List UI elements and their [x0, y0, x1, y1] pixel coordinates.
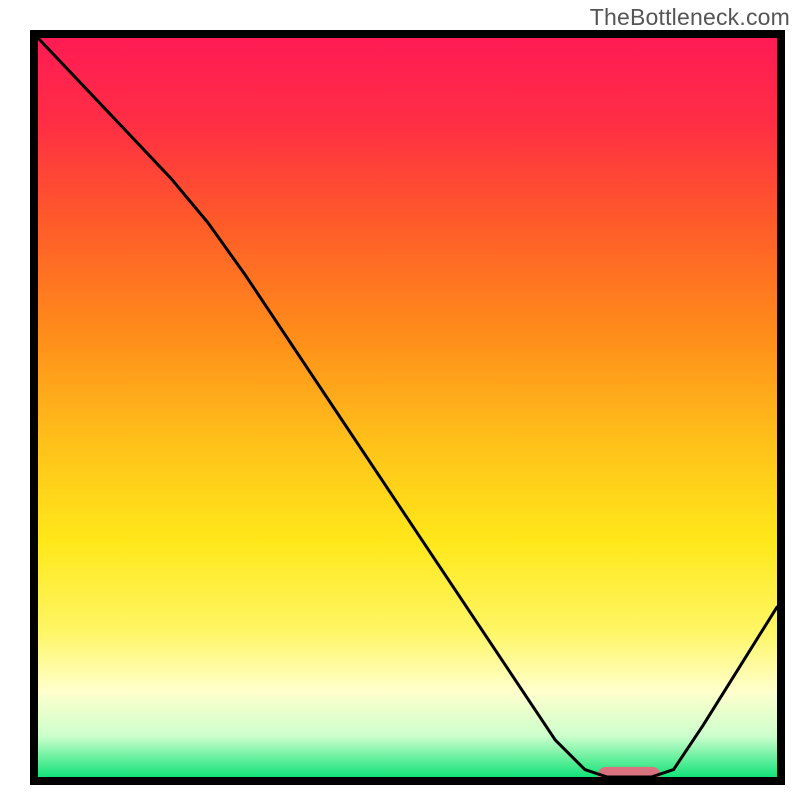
- chart-container: TheBottleneck.com: [0, 0, 800, 800]
- gradient-background: [34, 34, 781, 781]
- bottleneck-chart: [0, 0, 800, 800]
